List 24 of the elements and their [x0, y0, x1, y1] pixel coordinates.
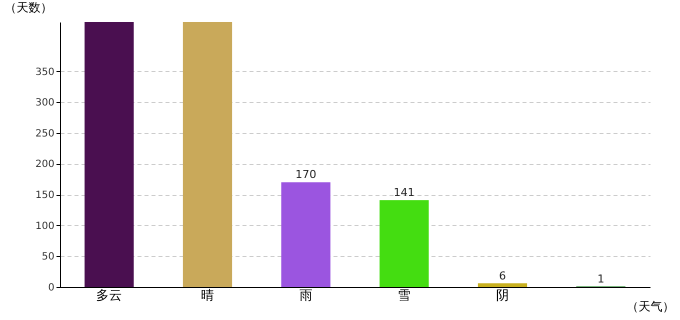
- y-tick-label: 100: [35, 220, 54, 232]
- y-tick-label: 300: [35, 98, 54, 109]
- y-axis-title: （天数）: [4, 0, 52, 14]
- data-label: 170: [295, 168, 316, 182]
- y-tick-label: 350: [35, 66, 54, 78]
- x-axis-title: （天气）: [626, 300, 674, 314]
- data-label: 141: [394, 186, 415, 200]
- bar: [182, 22, 232, 287]
- y-tick-label: 150: [35, 190, 54, 202]
- bar: [84, 22, 134, 287]
- y-tick-label: 250: [35, 128, 54, 140]
- y-tick-label: 200: [35, 159, 54, 170]
- x-tick-label: 晴: [201, 288, 214, 304]
- y-tick-label: 0: [48, 282, 54, 294]
- bar: [478, 283, 528, 287]
- x-tick-label: 阴: [496, 288, 509, 304]
- bar: [380, 200, 429, 287]
- x-tick-label: 雪: [398, 288, 411, 304]
- bar: [281, 182, 330, 287]
- x-tick-label: 多云: [96, 288, 122, 304]
- y-tick-label: 50: [42, 252, 54, 263]
- x-tick-label: 雨: [299, 288, 312, 304]
- data-label: 6: [499, 269, 506, 282]
- data-label: 1: [597, 272, 604, 286]
